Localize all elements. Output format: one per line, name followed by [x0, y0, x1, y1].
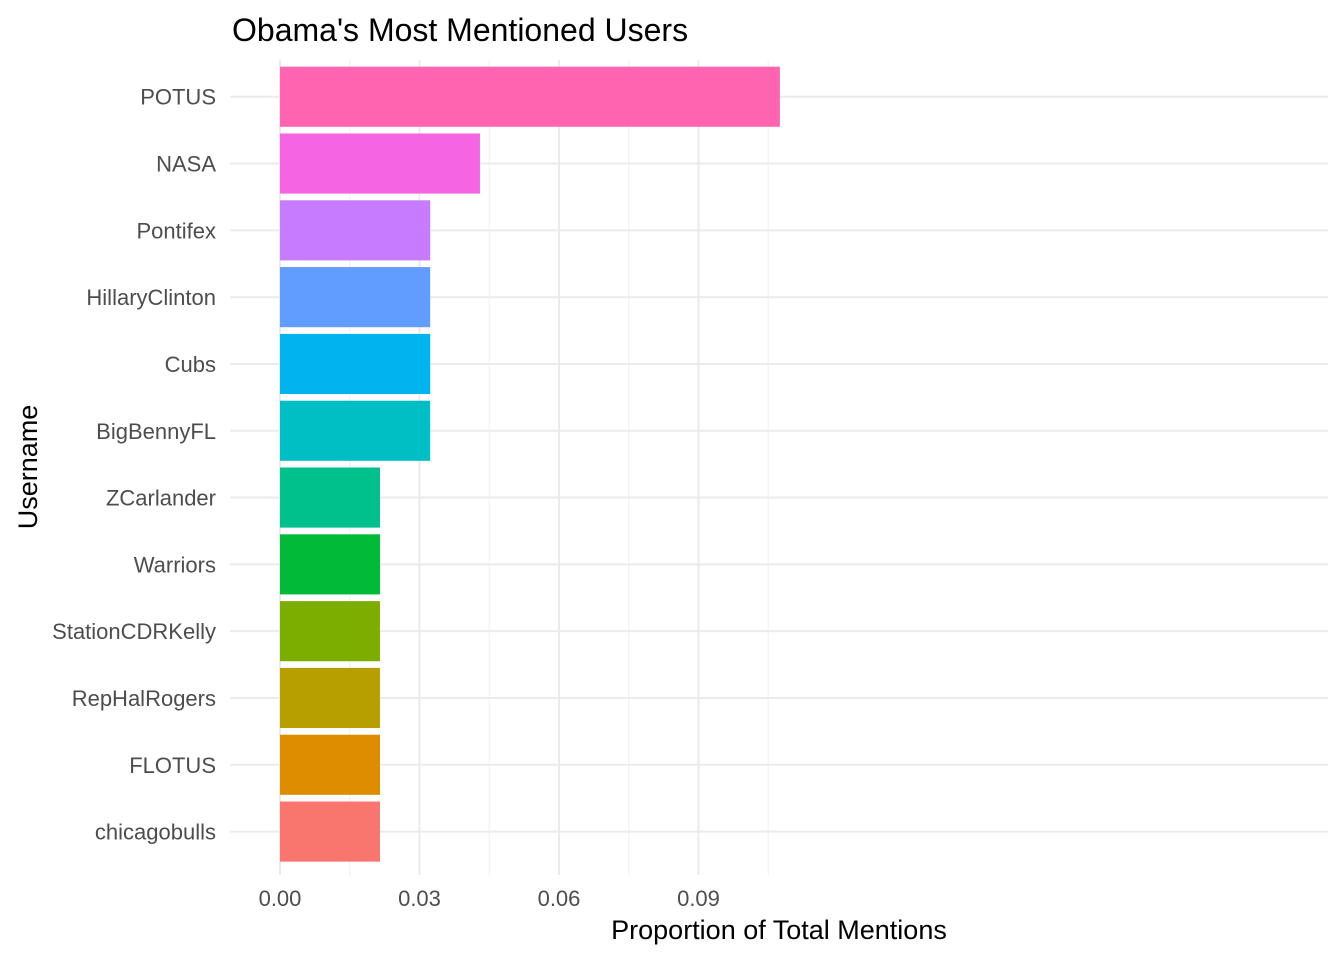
- y-tick-label: ZCarlander: [106, 486, 216, 511]
- y-tick-label: POTUS: [140, 85, 216, 110]
- x-tick-label: 0.00: [259, 886, 302, 911]
- x-tick-label: 0.09: [677, 886, 720, 911]
- y-tick-label: BigBennyFL: [96, 419, 216, 444]
- bar-flotus: [280, 734, 380, 795]
- bar-nasa: [280, 133, 480, 194]
- bar-cubs: [280, 333, 431, 395]
- y-tick-label: Pontifex: [137, 218, 217, 243]
- x-tick-label: 0.06: [538, 886, 581, 911]
- x-tick-label: 0.03: [398, 886, 441, 911]
- y-tick-label: HillaryClinton: [86, 285, 216, 310]
- bar-warriors: [280, 534, 380, 595]
- chart-title: Obama's Most Mentioned Users: [232, 12, 688, 48]
- bar-zcarlander: [280, 467, 380, 528]
- x-axis-title: Proportion of Total Mentions: [611, 915, 947, 945]
- y-tick-label: NASA: [156, 152, 216, 177]
- bar-hillaryclinton: [280, 267, 431, 328]
- y-tick-label: StationCDRKelly: [52, 619, 216, 644]
- bar-bigbennyfl: [280, 400, 431, 461]
- y-tick-label: chicagobulls: [95, 820, 216, 845]
- y-tick-label: Warriors: [134, 552, 216, 577]
- y-tick-label: FLOTUS: [129, 753, 216, 778]
- bar-pontifex: [280, 200, 431, 261]
- y-axis-title: Username: [13, 405, 43, 530]
- bar-potus: [280, 66, 780, 127]
- y-tick-label: RepHalRogers: [72, 686, 216, 711]
- bar-stationcdrkelly: [280, 601, 380, 662]
- bar-rephalrogers: [280, 667, 380, 729]
- x-tick-labels: 0.00 0.03 0.06 0.09: [259, 886, 720, 911]
- bar-chicagobulls: [280, 801, 380, 862]
- y-tick-labels: POTUS NASA Pontifex HillaryClinton Cubs BigBe…: [52, 85, 216, 845]
- y-tick-label: Cubs: [165, 352, 216, 377]
- bars: [280, 66, 780, 862]
